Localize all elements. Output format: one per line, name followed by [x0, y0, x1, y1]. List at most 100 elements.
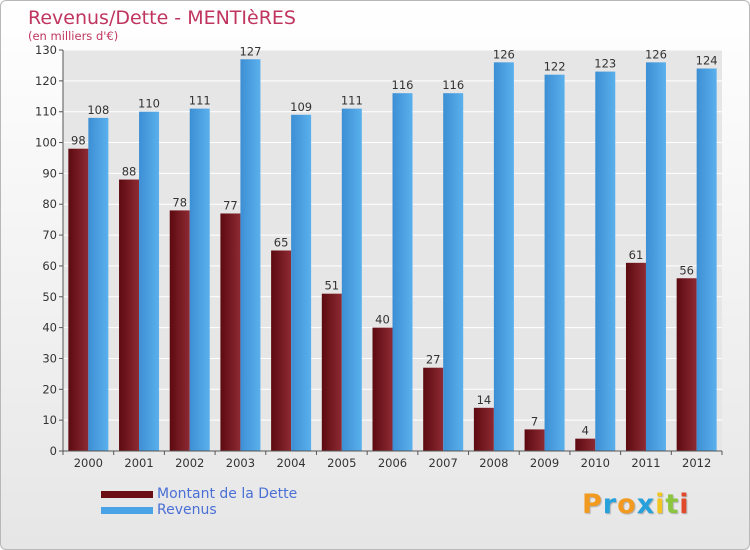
- x-tick-label: 2005: [327, 456, 356, 470]
- y-tick-label: 60: [42, 259, 57, 273]
- data-label-revenus: 108: [87, 103, 109, 117]
- bar-revenus: [189, 108, 210, 451]
- bar-debt: [524, 429, 545, 451]
- bar-debt: [220, 213, 241, 451]
- bar-debt: [372, 327, 393, 451]
- y-tick-label: 90: [42, 166, 57, 180]
- x-tick-label: 2008: [479, 456, 508, 470]
- labels: 0 10 20 30 40 50 60 70 80 90 100 110 120 130 98 108 2000…: [35, 43, 718, 470]
- data-label-revenus: 124: [696, 54, 718, 68]
- logo-letter: x: [636, 489, 656, 520]
- bar-debt: [473, 407, 494, 451]
- x-tick-label: 2012: [682, 456, 711, 470]
- x-tick-label: 2011: [631, 456, 660, 470]
- bar-revenus: [443, 93, 464, 451]
- data-label-debt: 51: [324, 279, 339, 293]
- y-tick-label: 80: [42, 197, 57, 211]
- chart-subtitle: (en milliers d'€): [28, 29, 119, 43]
- bar-revenus: [696, 68, 717, 451]
- bar-revenus: [544, 74, 565, 451]
- bar-revenus: [493, 62, 514, 451]
- data-label-debt: 40: [375, 313, 390, 327]
- bar-debt: [321, 293, 342, 451]
- y-tick-label: 110: [35, 105, 57, 119]
- y-tick-label: 30: [42, 351, 57, 365]
- legend: Montant de la Dette Revenus: [101, 486, 297, 518]
- data-label-debt: 4: [582, 424, 589, 438]
- data-label-revenus: 111: [341, 94, 363, 108]
- data-label-debt: 98: [71, 134, 86, 148]
- data-label-debt: 14: [477, 393, 492, 407]
- logo-letter: o: [617, 489, 637, 520]
- x-tick-label: 2009: [530, 456, 559, 470]
- bar-revenus: [88, 117, 109, 451]
- axes: [59, 49, 723, 455]
- y-tick-label: 120: [35, 74, 57, 88]
- bar-revenus: [341, 108, 362, 451]
- data-label-revenus: 123: [594, 57, 616, 71]
- data-label-debt: 56: [679, 263, 694, 277]
- bar-debt: [676, 278, 697, 451]
- logo-letter: t: [665, 489, 680, 520]
- x-tick-label: 2002: [175, 456, 204, 470]
- data-label-debt: 65: [274, 236, 289, 250]
- y-tick-label: 100: [35, 136, 57, 150]
- data-label-debt: 7: [531, 414, 538, 428]
- legend-item-debt: Montant de la Dette: [101, 486, 297, 502]
- data-label-revenus: 110: [138, 97, 160, 111]
- bar-revenus: [291, 114, 312, 452]
- logo-letter: i: [679, 489, 690, 520]
- bars: [68, 59, 717, 452]
- y-tick-label: 50: [42, 290, 57, 304]
- x-tick-label: 2010: [581, 456, 610, 470]
- bar-debt: [271, 250, 292, 451]
- bar-debt: [68, 148, 89, 451]
- x-tick-label: 2003: [226, 456, 255, 470]
- y-tick-label: 10: [42, 413, 57, 427]
- x-tick-label: 2007: [429, 456, 458, 470]
- legend-swatch-debt: [101, 490, 153, 498]
- y-tick-label: 70: [42, 228, 57, 242]
- chart-title: Revenus/Dette - MENTIèRES: [28, 7, 296, 29]
- bar-debt: [575, 438, 596, 451]
- bar-debt: [625, 262, 646, 451]
- x-tick-label: 2004: [276, 456, 305, 470]
- bar-revenus: [392, 93, 413, 451]
- bar-debt: [169, 210, 190, 451]
- data-label-revenus: 126: [493, 47, 515, 61]
- data-label-revenus: 116: [442, 78, 464, 92]
- x-tick-label: 2000: [74, 456, 103, 470]
- logo-letter: P: [582, 489, 603, 520]
- data-label-revenus: 126: [645, 47, 667, 61]
- bar-revenus: [645, 62, 666, 451]
- data-label-debt: 88: [122, 165, 137, 179]
- bar-debt: [423, 367, 444, 451]
- data-label-debt: 27: [426, 353, 441, 367]
- y-tick-label: 130: [35, 43, 57, 57]
- bar-debt: [119, 179, 140, 452]
- logo-letter: r: [602, 489, 618, 520]
- data-label-debt: 61: [629, 248, 644, 262]
- y-tick-label: 40: [42, 321, 57, 335]
- data-label-revenus: 122: [544, 60, 566, 74]
- legend-swatch-revenus: [101, 506, 153, 514]
- bar-revenus: [139, 111, 160, 451]
- legend-item-revenus: Revenus: [101, 502, 297, 518]
- legend-label-debt: Montant de la Dette: [157, 486, 298, 502]
- x-tick-label: 2006: [378, 456, 407, 470]
- bar-revenus: [595, 71, 616, 451]
- data-label-revenus: 109: [290, 100, 312, 114]
- data-label-revenus: 111: [189, 94, 211, 108]
- y-tick-label: 0: [50, 444, 57, 458]
- x-tick-label: 2001: [124, 456, 153, 470]
- logo-letter: i: [655, 489, 666, 520]
- data-label-debt: 77: [223, 198, 238, 212]
- proxiti-logo: Proxiti: [582, 489, 690, 520]
- data-label-debt: 78: [172, 195, 187, 209]
- legend-label-revenus: Revenus: [157, 502, 217, 518]
- y-tick-label: 20: [42, 382, 57, 396]
- data-label-revenus: 116: [392, 78, 414, 92]
- bar-revenus: [240, 59, 261, 451]
